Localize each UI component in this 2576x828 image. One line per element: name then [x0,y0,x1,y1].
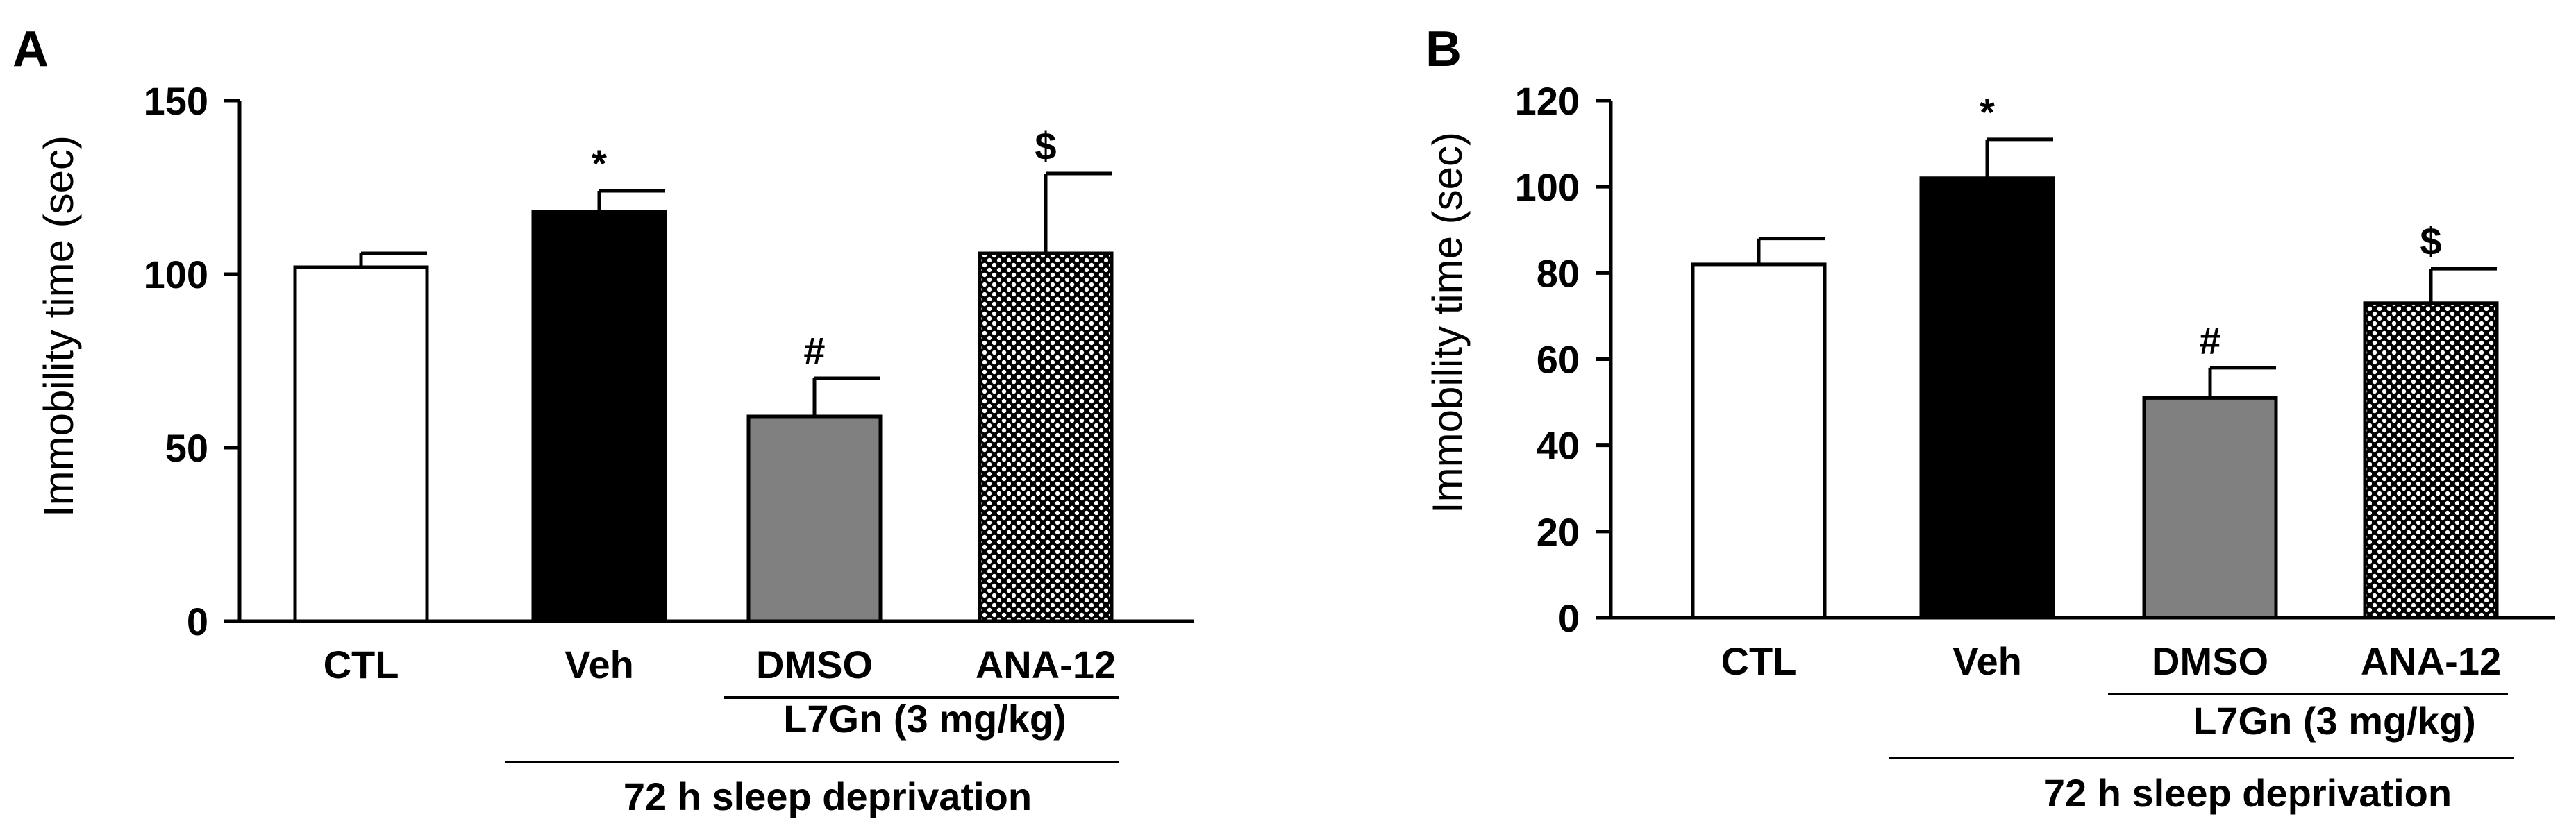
significance-marker: # [2199,319,2220,362]
y-tick-label: 100 [1515,165,1580,209]
y-tick-label: 20 [1537,510,1580,554]
subgroup-label: L7Gn (3 mg/kg) [783,697,1067,741]
x-tick-label: DMSO [2152,639,2268,683]
significance-marker: $ [2420,219,2441,263]
y-tick-label: 0 [1558,596,1580,640]
y-tick-label: 40 [1537,424,1580,468]
panel-label: A [12,22,49,77]
significance-marker: * [1980,90,1995,134]
x-tick-label: Veh [564,643,634,686]
bar-ana-12 [2363,301,2499,620]
subgroup-label: L7Gn (3 mg/kg) [2193,699,2476,743]
x-tick-label: CTL [1721,639,1797,683]
significance-marker: * [592,142,607,185]
chart-panel-a: A Immobility time (sec) L7Gn (3 mg/kg) 7… [12,22,1194,818]
chart-panel-b: B Immobility time (sec) L7Gn (3 mg/kg) 7… [1424,22,2555,815]
y-tick-label: 0 [187,600,208,643]
y-axis-label: Immobility time (sec) [35,135,82,517]
bar-dmso [2142,396,2278,620]
bar-ctl [1691,262,1827,620]
x-tick-label: ANA-12 [2361,639,2501,683]
x-tick-label: CTL [324,643,399,686]
bar-veh [531,210,667,623]
group-label: 72 h sleep deprivation [624,775,1032,818]
x-tick-label: ANA-12 [976,643,1116,686]
x-tick-label: Veh [1952,639,2022,683]
bar-veh [1919,176,2055,620]
significance-marker: $ [1035,124,1056,168]
bar-ctl [293,265,429,623]
panel-label: B [1425,22,1462,77]
bar-ana-12 [978,251,1114,623]
x-tick-label: DMSO [756,643,873,686]
y-tick-label: 80 [1537,251,1580,295]
y-tick-label: 100 [144,253,208,296]
y-tick-label: 150 [144,79,208,123]
y-axis-label: Immobility time (sec) [1424,132,1471,514]
y-tick-label: 60 [1537,338,1580,382]
bar-dmso [746,414,883,623]
significance-marker: # [803,329,825,373]
group-label: 72 h sleep deprivation [2043,771,2452,815]
y-tick-label: 50 [165,426,208,470]
y-tick-label: 120 [1515,79,1580,123]
